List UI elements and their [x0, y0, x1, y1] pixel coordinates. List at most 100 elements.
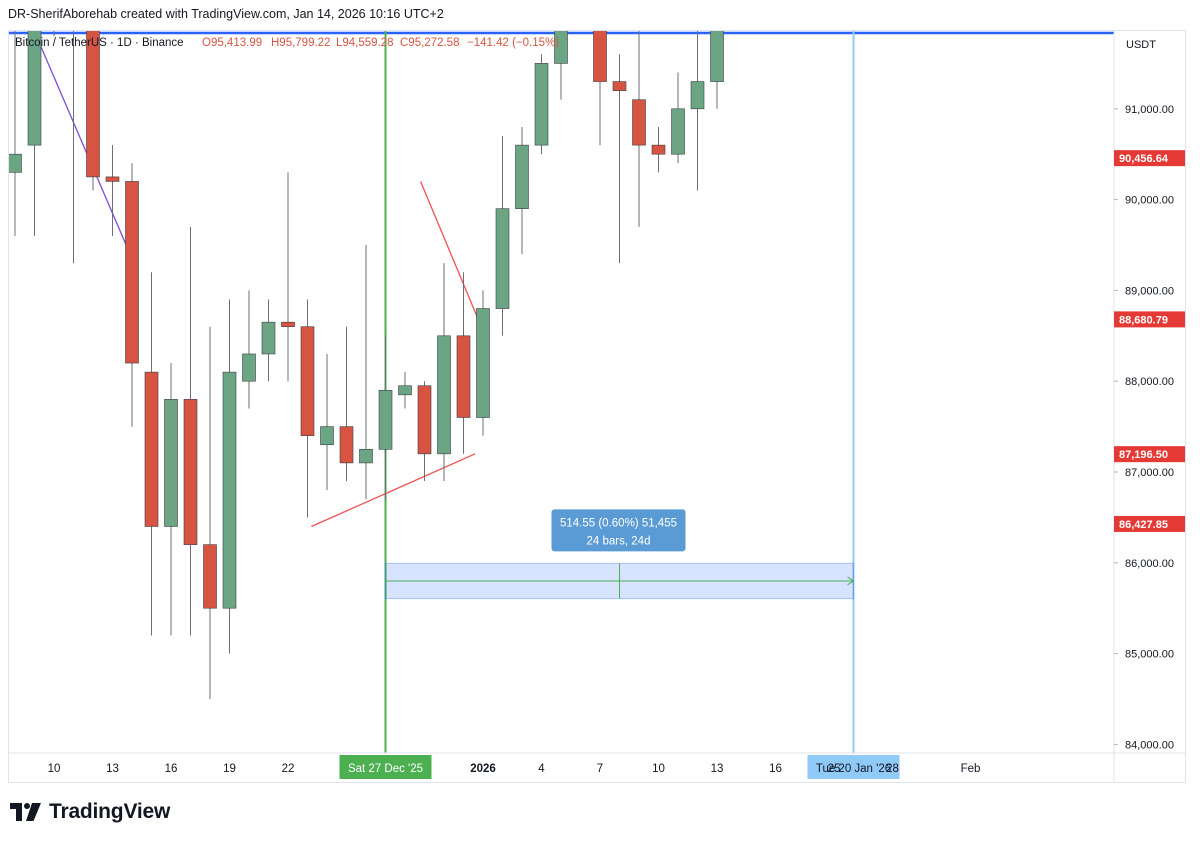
candle-up[interactable] — [398, 372, 412, 409]
price-label-value: 88,680.79 — [1119, 314, 1168, 326]
price-label-value: 90,456.64 — [1119, 153, 1169, 165]
candle-body — [164, 399, 178, 527]
candle-body — [378, 389, 393, 450]
y-tick-label: 86,000.00 — [1125, 558, 1174, 570]
time-marker-label-green: Sat 27 Dec '25 — [348, 763, 423, 775]
time-marker-badge-green — [339, 755, 432, 779]
legend-open: O95,413.99 — [202, 37, 262, 49]
candle-body — [105, 176, 120, 182]
candle-up[interactable] — [242, 290, 256, 409]
candle-body — [437, 335, 451, 455]
legend-low: L94,559.28 — [336, 37, 394, 49]
candle-body — [554, 31, 568, 64]
candle-up[interactable] — [515, 126, 529, 255]
candle-body — [671, 108, 685, 155]
price-label-value: 86,427.85 — [1119, 519, 1168, 531]
candle-body — [495, 208, 510, 309]
x-tick-label: 13 — [711, 763, 724, 775]
x-tick-label: 25 — [828, 763, 841, 775]
candle-up[interactable] — [495, 136, 510, 336]
x-tick-label: 10 — [652, 763, 665, 775]
candle-down[interactable] — [144, 272, 159, 636]
candle-down[interactable] — [612, 54, 627, 264]
candle-body — [632, 99, 646, 146]
candle-body — [320, 426, 334, 446]
candle-down[interactable] — [125, 163, 139, 427]
tradingview-logo: TradingView — [10, 800, 170, 824]
y-tick-label: 87,000.00 — [1125, 467, 1174, 479]
candle-body — [612, 81, 627, 91]
x-tick-label: 7 — [597, 763, 603, 775]
measure-info-box — [551, 509, 686, 552]
candle-body — [417, 385, 432, 455]
candle-body — [242, 353, 256, 382]
price-label-badge — [1114, 150, 1185, 167]
candle-up[interactable] — [378, 335, 393, 500]
x-tick-label: 10 — [48, 763, 61, 775]
candle-up[interactable] — [437, 263, 451, 482]
candle-up[interactable] — [164, 363, 178, 636]
price-chart[interactable]: Sat 27 Dec '25 Tue 20 Jan '26 514.55 (0.6… — [9, 31, 1185, 782]
y-tick-label: 90,000.00 — [1125, 195, 1174, 207]
candle-body — [183, 399, 198, 545]
y-tick-label: 84,000.00 — [1125, 739, 1174, 751]
price-label-badge — [1114, 311, 1185, 328]
x-tick-label: Feb — [961, 763, 981, 775]
candle-body — [222, 371, 237, 609]
candle-up[interactable] — [476, 290, 490, 436]
candle-body — [515, 144, 529, 209]
x-tick-label: 13 — [106, 763, 119, 775]
candle-body — [359, 448, 373, 464]
candle-down[interactable] — [593, 31, 607, 146]
chart-author-caption: DR-SherifAborehab created with TradingVi… — [8, 7, 444, 21]
axis-currency-label: USDT — [1126, 39, 1156, 51]
y-tick-label: 88,000.00 — [1125, 376, 1174, 388]
legend-high: H95,799.22 — [271, 37, 330, 49]
candle-up[interactable] — [534, 54, 549, 155]
x-tick-label: 22 — [282, 763, 295, 775]
candle-down[interactable] — [417, 381, 432, 482]
candle-down[interactable] — [86, 31, 100, 191]
candle-body — [710, 31, 724, 82]
candle-body — [86, 31, 100, 178]
candle-up[interactable] — [671, 72, 685, 164]
candle-down[interactable] — [281, 172, 295, 382]
candle-down[interactable] — [183, 226, 198, 636]
y-tick-label: 91,000.00 — [1125, 104, 1174, 116]
candle-down[interactable] — [203, 326, 217, 699]
candle-body — [456, 335, 471, 418]
candle-up[interactable] — [690, 31, 705, 191]
candle-up[interactable] — [222, 299, 237, 654]
trendline-2[interactable] — [311, 453, 476, 528]
candle-body — [651, 144, 666, 155]
candle-up[interactable] — [67, 31, 80, 264]
legend-change: −141.42 (−0.15%) — [467, 37, 559, 49]
measure-info-line1: 514.55 (0.60%) 51,455 — [560, 517, 677, 529]
candle-down[interactable] — [300, 299, 315, 518]
candle-down[interactable] — [456, 272, 471, 454]
candle-body — [339, 426, 354, 464]
candle-up[interactable] — [9, 31, 22, 236]
candle-up[interactable] — [710, 31, 724, 109]
candle-up[interactable] — [261, 299, 276, 382]
chart-frame: Sat 27 Dec '25 Tue 20 Jan '26 514.55 (0.6… — [8, 30, 1186, 783]
candle-down[interactable] — [339, 326, 354, 482]
x-tick-label: 16 — [165, 763, 178, 775]
candle-down[interactable] — [651, 126, 666, 173]
x-tick-label: 16 — [769, 763, 782, 775]
candle-up[interactable] — [27, 31, 42, 236]
x-tick-label: 19 — [223, 763, 236, 775]
candle-body — [261, 321, 276, 355]
candle-up[interactable] — [359, 245, 373, 500]
candle-up[interactable] — [554, 31, 568, 100]
candle-body — [144, 371, 159, 527]
x-tick-label: 4 — [538, 763, 545, 775]
candle-up[interactable] — [320, 353, 334, 491]
candle-down[interactable] — [632, 31, 646, 227]
candle-body — [203, 544, 217, 609]
price-label-badge — [1114, 515, 1185, 532]
price-label-badge — [1114, 446, 1185, 463]
candle-down[interactable] — [105, 145, 120, 236]
measure-info-line2: 24 bars, 24d — [587, 535, 651, 547]
candle-body — [690, 81, 705, 110]
